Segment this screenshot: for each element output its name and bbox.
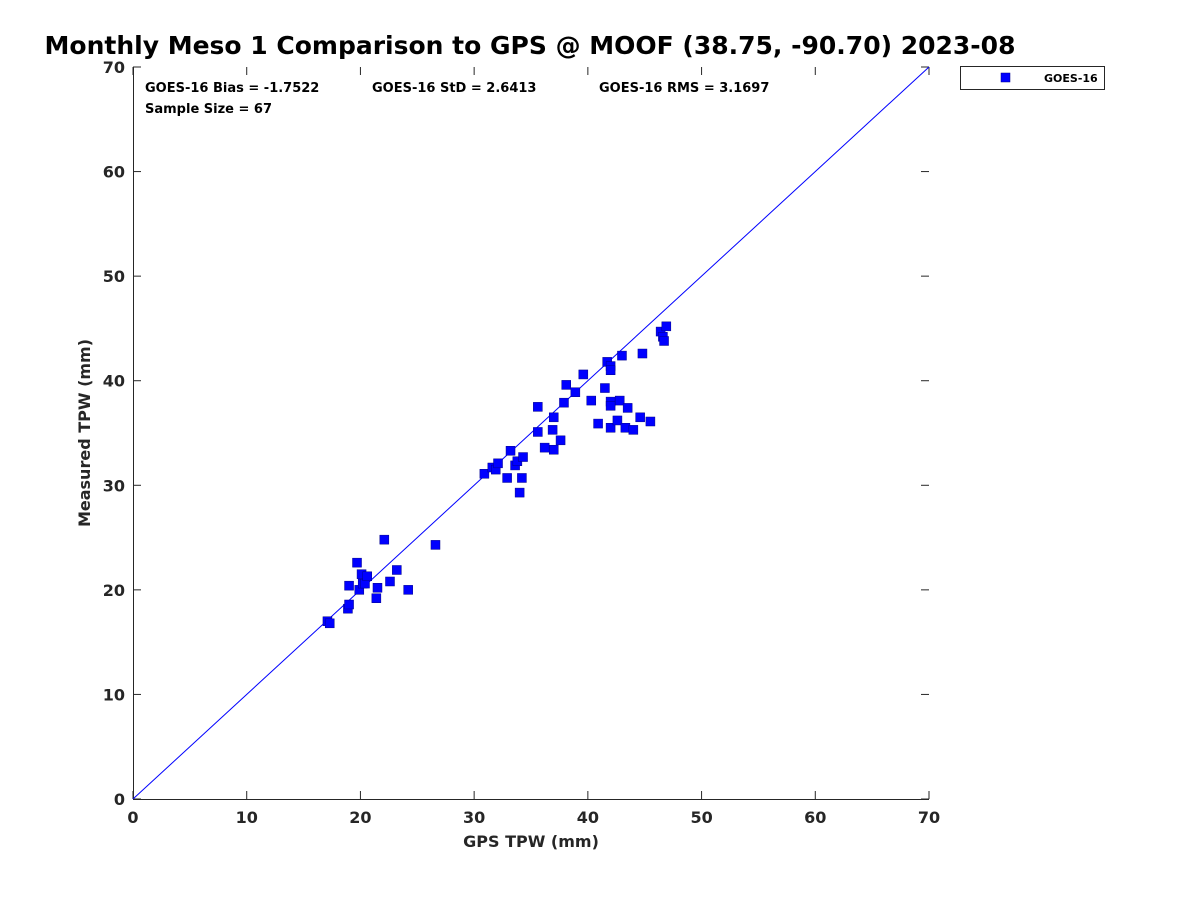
data-point <box>561 380 572 390</box>
sample-size-stat: Sample Size = 67 <box>145 102 272 117</box>
data-point <box>645 416 656 427</box>
data-point <box>622 403 633 413</box>
data-point <box>379 534 390 545</box>
data-point <box>570 387 581 397</box>
legend-label: GOES-16 <box>1044 72 1098 85</box>
bias-stat: GOES-16 Bias = -1.7522 <box>145 81 319 96</box>
data-point <box>344 599 354 610</box>
data-point <box>578 369 589 380</box>
data-point <box>586 395 597 406</box>
data-point <box>371 593 382 603</box>
x-tick-label: 30 <box>463 808 485 827</box>
data-point <box>605 365 616 376</box>
y-tick-label: 70 <box>103 58 125 77</box>
data-point <box>612 415 623 426</box>
data-point <box>548 444 559 455</box>
data-point <box>548 412 559 423</box>
y-tick-label: 50 <box>103 267 125 286</box>
data-point <box>430 540 441 550</box>
data-point <box>539 442 550 453</box>
data-point <box>533 427 543 437</box>
std-stat: GOES-16 StD = 2.6413 <box>372 81 536 96</box>
y-tick-label: 20 <box>103 581 125 600</box>
y-axis-title: Measured TPW (mm) <box>75 339 94 527</box>
data-point <box>505 446 516 456</box>
data-point <box>392 565 402 575</box>
data-point <box>661 321 672 332</box>
y-tick-label: 10 <box>103 685 125 704</box>
data-points <box>322 321 672 629</box>
data-point <box>533 402 543 412</box>
legend: GOES-16 <box>960 66 1105 90</box>
data-point <box>617 350 627 361</box>
rms-stat: GOES-16 RMS = 3.1697 <box>599 81 769 96</box>
data-point <box>372 583 383 593</box>
data-point <box>593 418 603 429</box>
data-point <box>559 397 569 408</box>
data-point <box>502 473 512 483</box>
x-tick-label: 50 <box>690 808 712 827</box>
data-point <box>605 423 616 433</box>
data-point <box>403 585 413 595</box>
y-tick-label: 30 <box>103 476 125 495</box>
y-tick-label: 60 <box>103 163 125 182</box>
data-point <box>614 395 625 406</box>
x-tick-label: 40 <box>577 808 599 827</box>
data-point <box>514 487 525 498</box>
y-ticks: 0 10 20 30 40 50 60 70 <box>103 58 929 809</box>
data-point <box>555 435 566 446</box>
data-point <box>605 401 616 411</box>
data-point <box>635 412 645 423</box>
axes <box>133 67 929 800</box>
stats-box: GOES-16 Bias = -1.7522 GOES-16 StD = 2.6… <box>145 81 769 117</box>
data-point <box>517 473 527 483</box>
x-tick-label: 70 <box>918 808 940 827</box>
x-tick-label: 60 <box>804 808 826 827</box>
x-tick-label: 20 <box>349 808 371 827</box>
legend-marker <box>1000 72 1011 83</box>
data-point <box>493 458 503 469</box>
data-point <box>352 557 362 568</box>
data-point <box>518 452 528 462</box>
data-point <box>547 425 558 435</box>
data-point <box>479 469 490 479</box>
data-point <box>385 576 395 587</box>
one-to-one-reference-line <box>132 66 930 800</box>
x-ticks: 0 10 20 30 40 50 60 70 <box>127 67 940 827</box>
x-tick-label: 0 <box>127 808 138 827</box>
data-point <box>659 336 669 346</box>
y-tick-label: 40 <box>103 372 125 391</box>
x-tick-label: 10 <box>236 808 258 827</box>
x-axis-title: GPS TPW (mm) <box>463 832 599 851</box>
data-point <box>600 383 610 393</box>
data-point <box>637 348 648 359</box>
data-point <box>324 618 335 629</box>
data-point <box>628 425 639 435</box>
legend-box <box>960 66 1105 90</box>
data-point <box>362 571 373 582</box>
chart-title: Monthly Meso 1 Comparison to GPS @ MOOF … <box>45 31 1016 60</box>
data-point <box>620 423 631 433</box>
data-point <box>344 580 354 591</box>
y-tick-label: 0 <box>114 790 125 809</box>
